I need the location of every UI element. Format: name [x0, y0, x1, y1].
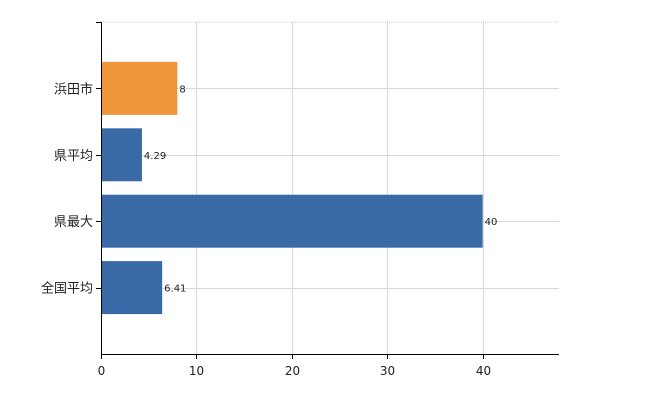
bar — [102, 261, 163, 315]
category-label: 浜田市 — [54, 81, 93, 97]
category-label: 県最大 — [54, 215, 93, 230]
category-label: 全国平均 — [41, 281, 93, 297]
grid-layer — [101, 21, 559, 354]
data-label: 4.29 — [144, 151, 166, 162]
bar — [102, 194, 483, 248]
x-tick-label: 0 — [98, 364, 106, 378]
x-tick-label: 10 — [189, 364, 204, 378]
bar-layer — [102, 61, 483, 315]
label-layer: 0 10 20 30 40 浜田市 8 県平均 4.29 県最大 40 全国平均 6.41 — [41, 22, 498, 378]
data-label: 8 — [179, 84, 185, 95]
data-label: 6.41 — [164, 284, 186, 295]
category-label: 県平均 — [54, 149, 93, 164]
x-tick-label: 20 — [285, 364, 300, 378]
axis-layer — [101, 22, 559, 355]
data-label: 40 — [485, 217, 498, 228]
x-tick-label: 30 — [380, 364, 395, 378]
bar — [102, 128, 142, 182]
bar — [102, 61, 178, 115]
x-tick-label: 40 — [476, 364, 491, 378]
